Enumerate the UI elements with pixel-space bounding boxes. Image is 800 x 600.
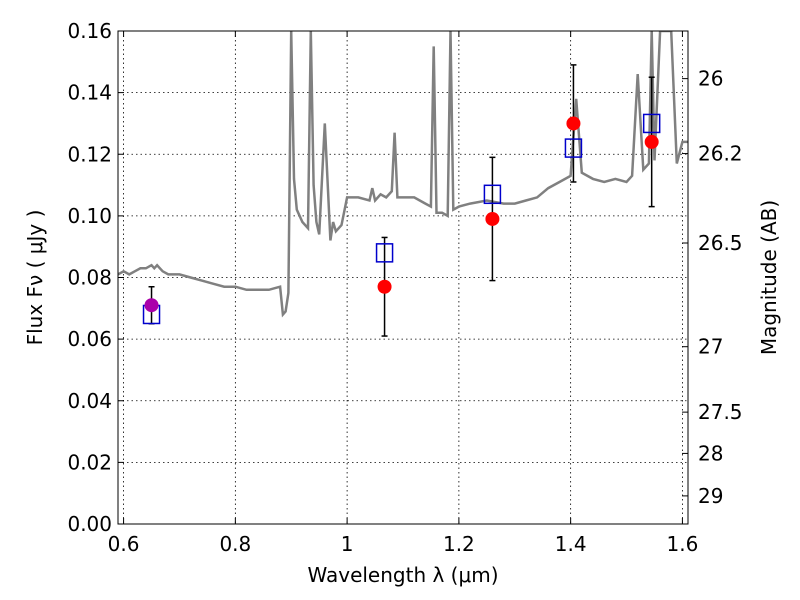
magnitude-tick-label: 26.2 bbox=[698, 142, 743, 166]
x-tick-label: 1 bbox=[341, 532, 354, 556]
y-axis-label: Flux Fν ( μJy ) bbox=[23, 210, 47, 346]
model-photometry-square bbox=[483, 184, 502, 205]
y-tick-label: 0.10 bbox=[67, 204, 112, 228]
x-tick-label: 1.6 bbox=[667, 532, 699, 556]
model-spectrum-line bbox=[118, 31, 688, 318]
x-tick-label: 0.6 bbox=[108, 532, 140, 556]
observed-photometry-point bbox=[566, 116, 581, 131]
model-photometry-square bbox=[564, 138, 583, 158]
y-tick-label: 0.04 bbox=[67, 389, 112, 413]
magnitude-tick-label: 27 bbox=[698, 335, 723, 359]
grid bbox=[118, 30, 688, 525]
axes: 0.6 0.8 1 1.2 1.4 1.6 0.00 0.02 0.04 0.06 0.08 0.10… bbox=[67, 19, 742, 556]
observed-photometry-point bbox=[644, 134, 659, 149]
magnitude-tick-label: 27.5 bbox=[698, 400, 743, 424]
y-tick-label: 0.00 bbox=[67, 512, 112, 536]
observed-photometry-point bbox=[144, 298, 159, 313]
y-tick-label: 0.02 bbox=[67, 450, 112, 474]
x-axis-label: Wavelength λ (μm) bbox=[307, 563, 498, 587]
x-tick-label: 1.2 bbox=[443, 532, 475, 556]
magnitude-tick-label: 28 bbox=[698, 441, 723, 465]
observed-photometry-point bbox=[377, 279, 392, 294]
magnitude-tick-label: 29 bbox=[698, 484, 723, 508]
x-tick-label: 0.8 bbox=[219, 532, 251, 556]
photometry-layer bbox=[142, 64, 661, 337]
observed-photometry-point bbox=[485, 211, 500, 226]
y-tick-label: 0.08 bbox=[67, 266, 112, 290]
y-tick-label: 0.14 bbox=[67, 81, 112, 105]
magnitude-axis-label: Magnitude (AB) bbox=[757, 200, 781, 355]
y-tick-label: 0.12 bbox=[67, 142, 112, 166]
magnitude-tick-label: 26 bbox=[698, 67, 723, 91]
model-photometry-square bbox=[642, 113, 661, 134]
model-spectrum-layer bbox=[118, 31, 688, 318]
y-tick-label: 0.16 bbox=[67, 19, 112, 43]
model-photometry-square bbox=[375, 243, 394, 263]
magnitude-tick-label: 26.5 bbox=[698, 231, 743, 255]
x-tick-label: 1.4 bbox=[555, 532, 587, 556]
y-tick-label: 0.06 bbox=[67, 327, 112, 351]
